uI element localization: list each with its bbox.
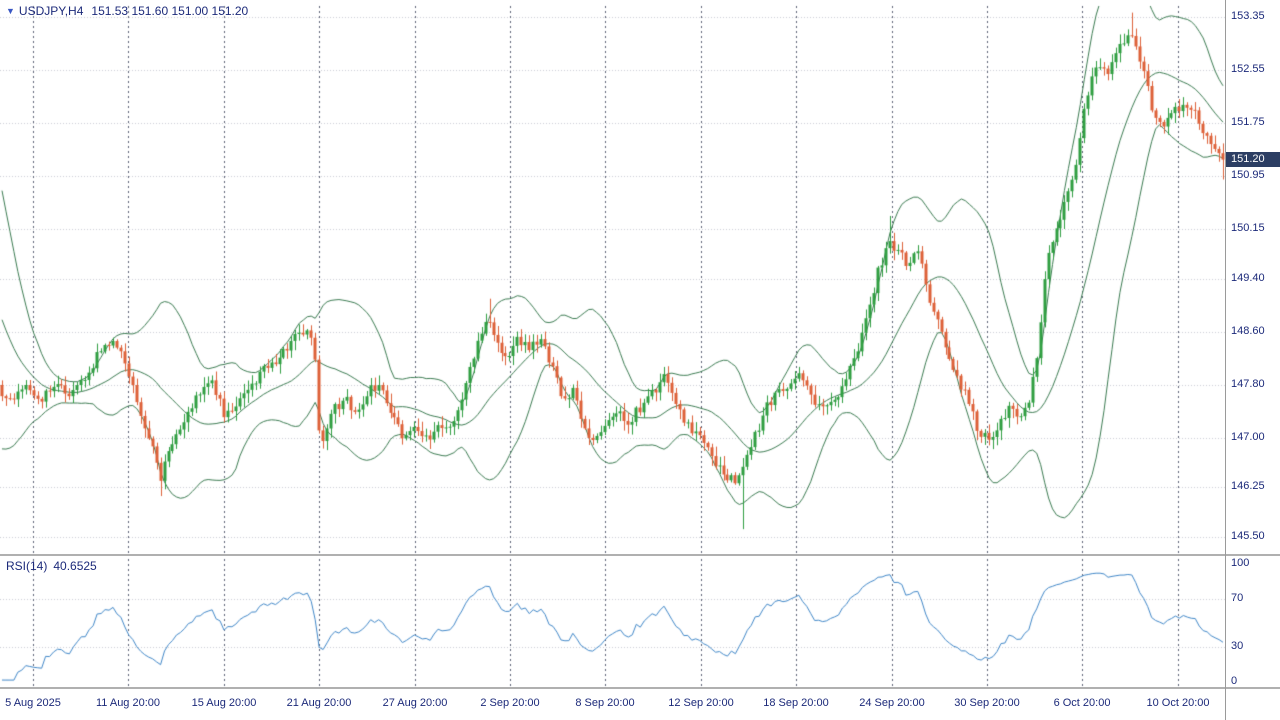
- price-axis-label: 145.50: [1231, 530, 1265, 543]
- price-axis-label: 147.00: [1231, 430, 1265, 443]
- time-axis-label: 30 Sep 20:00: [954, 697, 1020, 709]
- price-axis-label: 153.35: [1231, 10, 1265, 23]
- symbol-period-label: USDJPY,H4: [18, 4, 84, 18]
- rsi-name: RSI(14): [6, 559, 48, 573]
- current-price-badge: 151.20: [1226, 151, 1280, 167]
- price-axis-label: 152.55: [1231, 63, 1265, 76]
- rsi-indicator-label: RSI(14) 40.6525: [6, 559, 97, 573]
- time-axis-label: 10 Oct 20:00: [1146, 697, 1210, 709]
- rsi-axis-label: 30: [1231, 639, 1244, 652]
- pane-separator-main-rsi[interactable]: [0, 554, 1280, 556]
- time-axis-label: 15 Aug 20:00: [191, 697, 257, 709]
- price-axis-label: 150.95: [1231, 169, 1265, 182]
- ohlc-values: 151.53 151.60 151.00 151.20: [91, 4, 249, 18]
- time-axis-label: 27 Aug 20:00: [382, 697, 448, 709]
- price-axis-label: 151.75: [1231, 116, 1265, 129]
- time-axis-label: 12 Sep 20:00: [668, 697, 734, 709]
- time-axis-label: 2 Sep 20:00: [480, 697, 540, 709]
- time-axis-label: 5 Aug 2025: [5, 697, 61, 709]
- price-axis-label: 150.15: [1231, 222, 1265, 235]
- price-axis-label: 148.60: [1231, 324, 1265, 337]
- ohlc-header: ▼ USDJPY,H4 151.53 151.60 151.00 151.20: [6, 4, 248, 18]
- time-axis-label: 8 Sep 20:00: [575, 697, 635, 709]
- time-axis-label: 11 Aug 20:00: [95, 697, 161, 709]
- price-axis-label: 146.25: [1231, 480, 1265, 493]
- pane-separator-rsi-time: [0, 687, 1280, 689]
- time-axis-label: 6 Oct 20:00: [1053, 697, 1111, 709]
- price-axis-label: 149.40: [1231, 271, 1265, 284]
- time-axis-label: 24 Sep 20:00: [859, 697, 925, 709]
- current-price-value: 151.20: [1231, 152, 1265, 165]
- rsi-axis-label: 100: [1231, 557, 1250, 569]
- rsi-axis-label: 0: [1231, 675, 1238, 687]
- price-axis-label: 147.80: [1231, 377, 1265, 390]
- price-axis-separator: [1225, 0, 1226, 720]
- time-axis-label: 18 Sep 20:00: [763, 697, 829, 709]
- tick-down-icon: ▼: [6, 6, 15, 16]
- rsi-value: 40.6525: [53, 559, 97, 573]
- time-axis-label: 21 Aug 20:00: [286, 697, 352, 709]
- rsi-axis-label: 70: [1231, 592, 1244, 605]
